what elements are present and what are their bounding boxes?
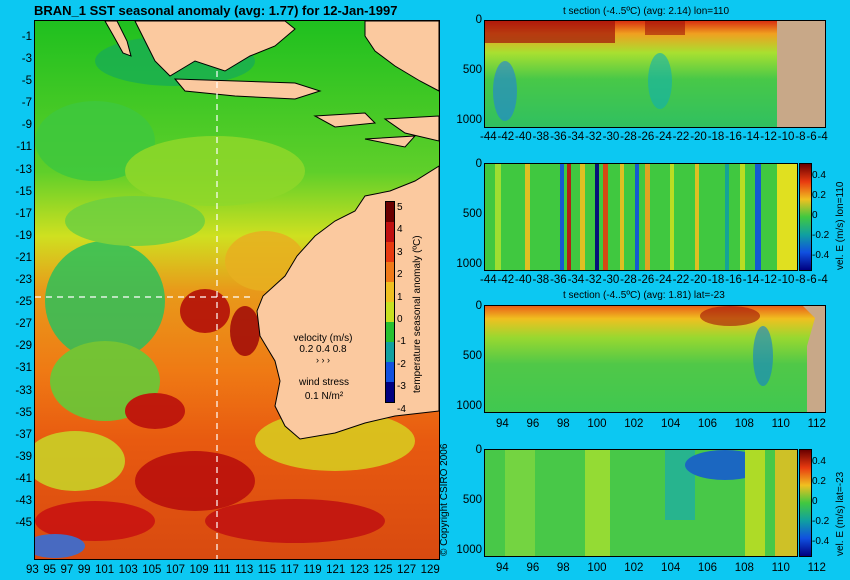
section4-plot [484, 449, 798, 557]
velocity-scale: 0.2 0.4 0.8 [299, 344, 347, 355]
section3-x-ticks: 94 96 98 100 102 104 106 108 110 112 [496, 418, 826, 430]
colorbar-label: temperature seasonal anomaly (ºC) [412, 235, 423, 393]
section2-cb-label: vel. E (m/s) lon=110 [835, 181, 846, 270]
section2-x-ticks: -44 -42 -40 -38 -36 -34 -32 -30 -28 -26 -24 -22 -20-… [480, 274, 828, 286]
section2-colorbar [799, 163, 812, 271]
section4-x-ticks: 94 96 98 100 102 104 106 108 110 112 [496, 562, 826, 574]
map-title: BRAN_1 SST seasonal anomaly (avg: 1.77) … [34, 3, 398, 18]
section4-colorbar [799, 449, 812, 557]
section4-cb-ticks: 0.4 0.2 0 -0.2 -0.4 [812, 456, 830, 547]
section3-title: t section (-4..5ºC) (avg: 1.81) lat=-23 [563, 290, 725, 301]
section3-y-ticks: 0 500 1000 [456, 300, 482, 412]
sst-anomaly-map [35, 21, 439, 559]
colorbar-ticks: 5 4 3 2 1 0 -1 -2 -3 -4 [397, 202, 406, 415]
map-lat-ticks: -1 -3 -5 -7 -9 -11 -13 -15 -17 -19 -21 -23 -25 -27 -29… [15, 31, 32, 530]
velocity-label: velocity (m/s) [293, 333, 353, 344]
wind-label: wind stress [298, 377, 349, 388]
section2-y-ticks: 0 500 1000 [456, 158, 482, 270]
section1-plot [484, 20, 826, 128]
velocity-legend: velocity (m/s) 0.2 0.4 0.8 › › › [293, 333, 353, 365]
section1-x-ticks: -44 -42 -40 -38 -36 -34 -32 -30 -28 -26 -24 -22 -20-… [480, 131, 828, 143]
wind-legend: wind stress 0.1 N/m² [297, 377, 351, 402]
section1-title: t section (-4..5ºC) (avg: 2.14) lon=110 [563, 6, 730, 17]
map-lon-ticks: 93 95 97 99 101 103 105 107 109 111 113 115 117 119 12… [26, 564, 440, 576]
section4-y-ticks: 0 500 1000 [456, 444, 482, 556]
section2-cb-ticks: 0.4 0.2 0 -0.2 -0.4 [812, 170, 830, 261]
section4-cb-label: vel. E (m/s) lat=-23 [835, 471, 846, 556]
map-colorbar [385, 201, 395, 403]
section1-y-ticks: 0 500 1000 [456, 14, 482, 126]
wind-scale: 0.1 N/m² [304, 391, 344, 402]
section3-plot [484, 305, 826, 413]
map-plot: 5 4 3 2 1 0 -1 -2 -3 -4 temperature seasonal anom… [34, 20, 440, 560]
section2-plot [484, 163, 798, 271]
land-indonesia [104, 21, 439, 148]
